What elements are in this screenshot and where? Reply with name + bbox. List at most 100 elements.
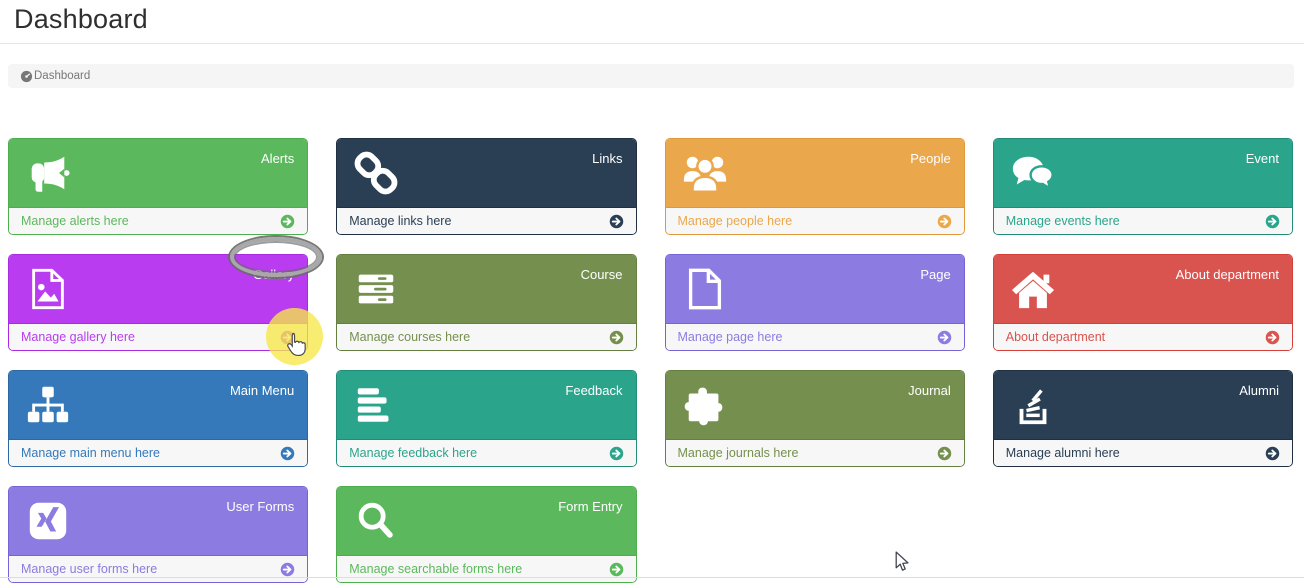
card-footer-text: Manage searchable forms here [349, 562, 523, 576]
card-footer-text: Manage gallery here [21, 330, 135, 344]
chain-links-icon [353, 150, 399, 196]
dashboard-gauge-icon [20, 70, 33, 83]
card-title: Alumni [1239, 383, 1279, 398]
page-bottom-divider [0, 577, 1304, 578]
card-title: Event [1245, 151, 1279, 166]
users-icon [682, 150, 728, 196]
arrow-circle-right-icon[interactable] [937, 214, 952, 229]
card-title: Main Menu [229, 383, 295, 398]
arrow-circle-right-icon[interactable] [280, 446, 295, 461]
sitemap-icon [25, 382, 71, 428]
card-title: Links [592, 151, 623, 166]
page-title: Dashboard [14, 4, 148, 34]
card-heading: Event [993, 139, 1292, 207]
card-page: Page Manage page here [664, 254, 965, 351]
card-footer-link-event[interactable]: Manage events here [993, 207, 1292, 234]
card-footer-text: Manage user forms here [21, 562, 158, 576]
card-heading: Gallery [9, 255, 308, 323]
card-course: Course Manage courses here [336, 254, 637, 351]
card-form-entry: Form Entry Manage searchable forms here [336, 486, 637, 583]
home-icon [1010, 266, 1056, 312]
card-footer-link-alumni[interactable]: Manage alumni here [993, 439, 1292, 466]
breadcrumb[interactable]: Dashboard [8, 64, 1294, 88]
card-footer-text: About department [1005, 330, 1106, 344]
search-icon [353, 498, 399, 544]
card-title: Journal [908, 383, 951, 398]
card-links: Links Manage links here [336, 138, 637, 235]
card-feedback: Feedback Manage feedback here [336, 370, 637, 467]
card-heading: Page [665, 255, 964, 323]
card-footer-link-gallery[interactable]: Manage gallery here [9, 323, 308, 350]
comments-icon [1010, 150, 1056, 196]
arrow-circle-right-icon[interactable] [280, 214, 295, 229]
card-title: People [910, 151, 951, 166]
card-alerts: Alerts Manage alerts here [8, 138, 309, 235]
server-icon [353, 266, 399, 312]
card-about-department: About department About department [992, 254, 1293, 351]
arrow-circle-right-icon[interactable] [1265, 446, 1280, 461]
breadcrumb-label: Dashboard [34, 70, 91, 82]
card-footer-text: Manage links here [349, 214, 452, 228]
card-footer-text: Manage page here [677, 330, 783, 344]
arrow-circle-right-icon[interactable] [937, 330, 952, 345]
card-user-forms: User Forms Manage user forms here [8, 486, 309, 583]
image-file-icon [25, 266, 71, 312]
arrow-circle-right-icon[interactable] [609, 330, 624, 345]
arrow-circle-right-icon[interactable] [1265, 330, 1280, 345]
file-outline-icon [682, 266, 728, 312]
card-footer-text: Manage people here [677, 214, 793, 228]
card-footer-text: Manage alumni here [1005, 446, 1120, 460]
cards-grid: Alerts Manage alerts here Links Manage link… [8, 138, 1293, 583]
card-footer-text: Manage courses here [349, 330, 471, 344]
card-heading: Alumni [993, 371, 1292, 439]
card-alumni: Alumni Manage alumni here [992, 370, 1293, 467]
card-title: Page [920, 267, 951, 282]
arrow-circle-right-icon[interactable] [609, 446, 624, 461]
card-heading: About department [993, 255, 1292, 323]
card-title: Course [580, 267, 623, 282]
card-heading: People [665, 139, 964, 207]
card-heading: User Forms [9, 487, 308, 555]
card-footer-text: Manage events here [1005, 214, 1120, 228]
card-footer-link-about-department[interactable]: About department [993, 323, 1292, 350]
card-heading: Alerts [9, 139, 308, 207]
arrow-circle-right-icon[interactable] [1265, 214, 1280, 229]
card-gallery: Gallery Manage gallery here [8, 254, 309, 351]
stack-overflow-icon [1010, 382, 1056, 428]
arrow-circle-right-icon[interactable] [609, 214, 624, 229]
arrow-circle-right-icon[interactable] [609, 562, 624, 577]
card-heading: Feedback [337, 371, 636, 439]
card-title: Form Entry [558, 499, 623, 514]
card-footer-link-course[interactable]: Manage courses here [337, 323, 636, 350]
card-footer-link-alerts[interactable]: Manage alerts here [9, 207, 308, 234]
card-heading: Course [337, 255, 636, 323]
card-footer-text: Manage alerts here [21, 214, 129, 228]
card-footer-link-journal[interactable]: Manage journals here [665, 439, 964, 466]
card-footer-link-links[interactable]: Manage links here [337, 207, 636, 234]
card-people: People Manage people here [664, 138, 965, 235]
card-title: Alerts [261, 151, 295, 166]
align-left-icon [353, 382, 399, 428]
bullhorn-icon [25, 150, 71, 196]
xing-square-icon [25, 498, 71, 544]
card-title: Feedback [565, 383, 623, 398]
card-main-menu: Main Menu Manage main menu here [8, 370, 309, 467]
card-footer-link-main-menu[interactable]: Manage main menu here [9, 439, 308, 466]
card-title: User Forms [226, 499, 295, 514]
card-title: About department [1175, 267, 1279, 282]
card-heading: Links [337, 139, 636, 207]
card-footer-text: Manage feedback here [349, 446, 478, 460]
card-heading: Main Menu [9, 371, 308, 439]
card-footer-text: Manage journals here [677, 446, 799, 460]
card-event: Event Manage events here [992, 138, 1293, 235]
card-footer-link-page[interactable]: Manage page here [665, 323, 964, 350]
arrow-circle-right-icon[interactable] [937, 446, 952, 461]
card-heading: Form Entry [337, 487, 636, 555]
arrow-circle-right-icon[interactable] [280, 330, 295, 345]
card-footer-text: Manage main menu here [21, 446, 160, 460]
page-header: Dashboard [0, 0, 1304, 44]
card-journal: Journal Manage journals here [664, 370, 965, 467]
card-footer-link-people[interactable]: Manage people here [665, 207, 964, 234]
card-footer-link-feedback[interactable]: Manage feedback here [337, 439, 636, 466]
arrow-circle-right-icon[interactable] [280, 562, 295, 577]
